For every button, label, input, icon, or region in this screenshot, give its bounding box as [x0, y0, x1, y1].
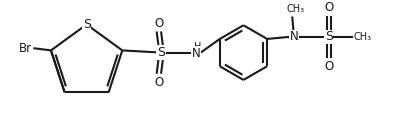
Text: N: N [192, 47, 201, 60]
Text: S: S [157, 46, 165, 59]
Text: CH₃: CH₃ [354, 32, 372, 42]
Text: Br: Br [20, 42, 32, 55]
Text: O: O [324, 1, 334, 14]
Text: CH₃: CH₃ [287, 4, 305, 14]
Text: O: O [154, 17, 164, 30]
Text: N: N [290, 30, 299, 43]
Text: S: S [83, 18, 91, 31]
Text: O: O [154, 76, 164, 89]
Text: O: O [324, 60, 334, 73]
Text: S: S [325, 30, 333, 43]
Text: H: H [193, 42, 201, 52]
